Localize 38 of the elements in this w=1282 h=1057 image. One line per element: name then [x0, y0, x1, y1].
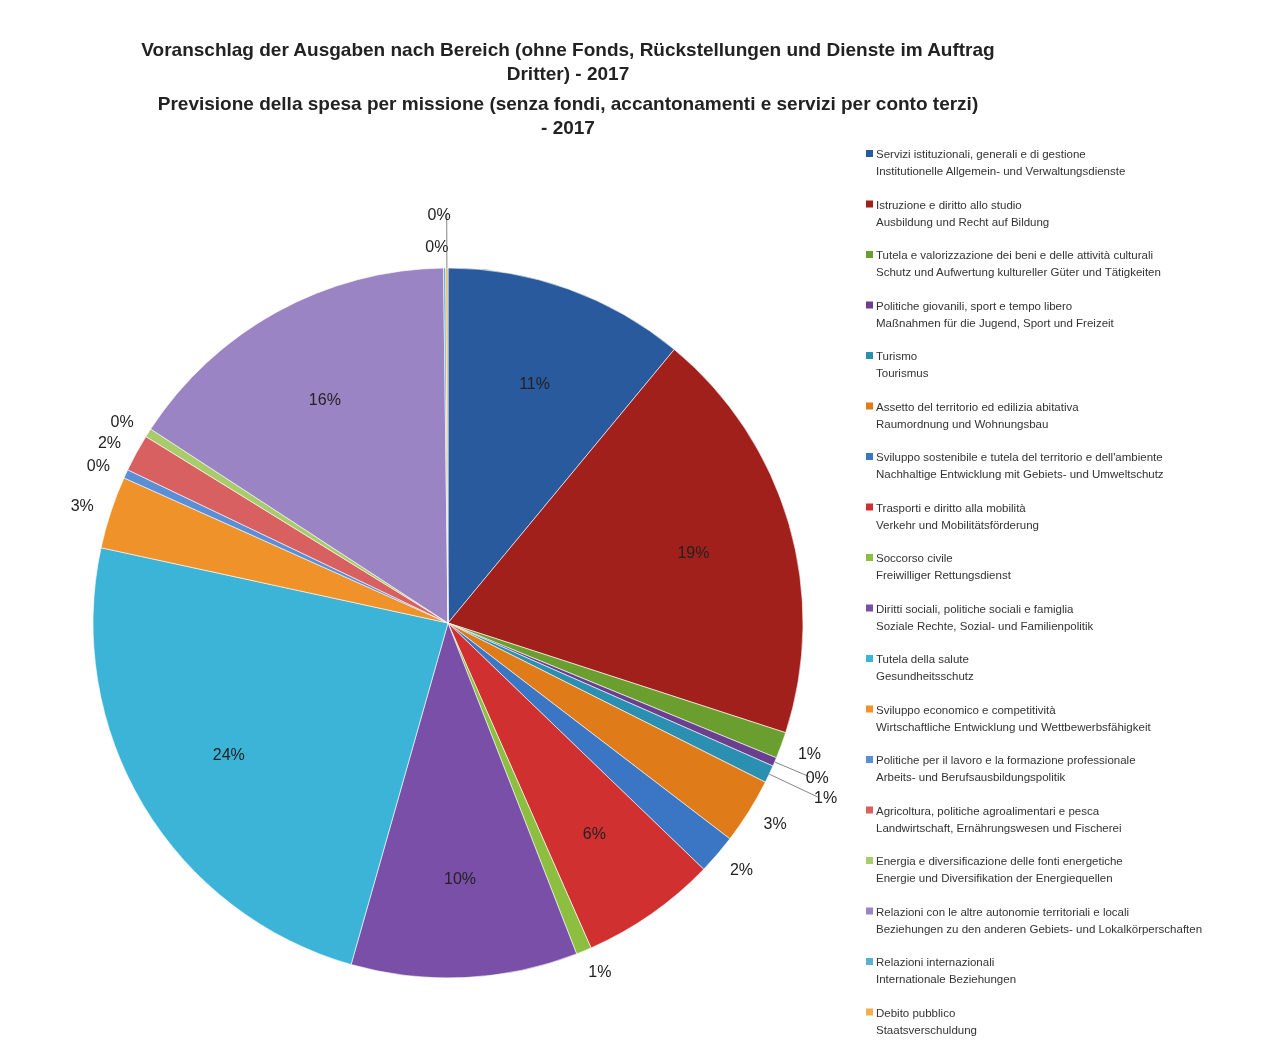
legend-label: Diritti sociali, politiche sociali e famiglia Soziale Rechte, Sozial- und Familienpolitik — [876, 602, 1094, 632]
data-label: 3% — [763, 815, 787, 832]
legend-label: Politiche giovanili, sport e tempo libero Maßnahmen für die Jugend, Sport und Freizeit — [876, 299, 1115, 329]
data-label: 19% — [677, 543, 710, 561]
data-label: 0% — [86, 456, 110, 474]
data-label: 0% — [805, 768, 829, 786]
legend-label: Trasporti e diritto alla mobilità Verkehr und Mobilitätsförderung — [876, 501, 1040, 531]
legend-label: Relazioni con le altre autonomie territoriali e locali Beziehungen zu den anderen Gebiets- und Lokalkörperschaften — [876, 905, 1203, 935]
data-label: 24% — [212, 746, 245, 764]
legend-label: Sviluppo sostenibile e tutela del territorio e dell'ambiente Nachhaltige Entwicklung mit Gebiets- und Umweltschutz — [876, 451, 1164, 480]
data-label: 0% — [427, 206, 451, 223]
data-label: 3% — [70, 497, 94, 515]
data-label: 0% — [425, 238, 449, 256]
legend-label: Politiche per il lavoro e la formazione professionale Arbeits- und Berufsausbildungspolitik — [876, 754, 1136, 783]
legend-label: Debito pubblico Staatsverschuldung — [876, 1006, 978, 1036]
data-label: 1% — [814, 789, 838, 807]
legend-label: Soccorso civile Freiwilliger Rettungsdienst — [876, 552, 1012, 581]
data-label: 11% — [519, 374, 550, 392]
data-label: 6% — [582, 824, 606, 842]
data-label: 1% — [797, 744, 822, 762]
data-label: 0% — [110, 412, 134, 430]
legend-label: Turismo Tourismus — [876, 350, 929, 379]
legend-label: Sviluppo economico e competitività Wirtschaftliche Entwicklung und Wettbewerbsfähigkeit — [876, 703, 1152, 733]
data-label: 1% — [588, 963, 612, 981]
data-label: 10% — [444, 870, 477, 888]
legend-label: Energia e diversificazione delle fonti energetiche Energie und Diversifikation der Energiequellen — [876, 855, 1123, 884]
legend-label: Assetto del territorio ed edilizia abitativa Raumordnung und Wohnungsbau — [876, 400, 1080, 430]
data-label: 2% — [97, 434, 122, 452]
data-label: 2% — [729, 860, 754, 878]
legend-label: Servizi istituzionali, generali e di gestione Institutionelle Allgemein- und Verwaltungsdienste — [876, 148, 1126, 177]
chart-title: Voranschlag der Ausgaben nach Bereich (ohne Fonds, Rückstellungen und Dienste im Auftrag Dritter) - 2017 — [141, 39, 995, 84]
data-label: 16% — [308, 391, 341, 409]
legend-label: Tutela e valorizzazione dei beni e delle attività culturali Schutz und Aufwertung kultureller Güter und Tätigkeiten — [876, 249, 1161, 278]
legend-label: Agricoltura, politiche agroalimentari e pesca Landwirtschaft, Ernährungswesen und Fischerei — [876, 804, 1122, 834]
legend-label: Tutela della salute Gesundheitsschutz — [876, 653, 975, 682]
chart-subtitle: Previsione della spesa per missione (senza fondi, accantonamenti e servizi per conto terzi) - 2017 — [157, 93, 979, 138]
legend-label: Istruzione e diritto allo studio Ausbildung und Recht auf Bildung — [876, 198, 1050, 228]
legend-label: Relazioni internazionali Internationale Beziehungen — [876, 956, 1017, 985]
